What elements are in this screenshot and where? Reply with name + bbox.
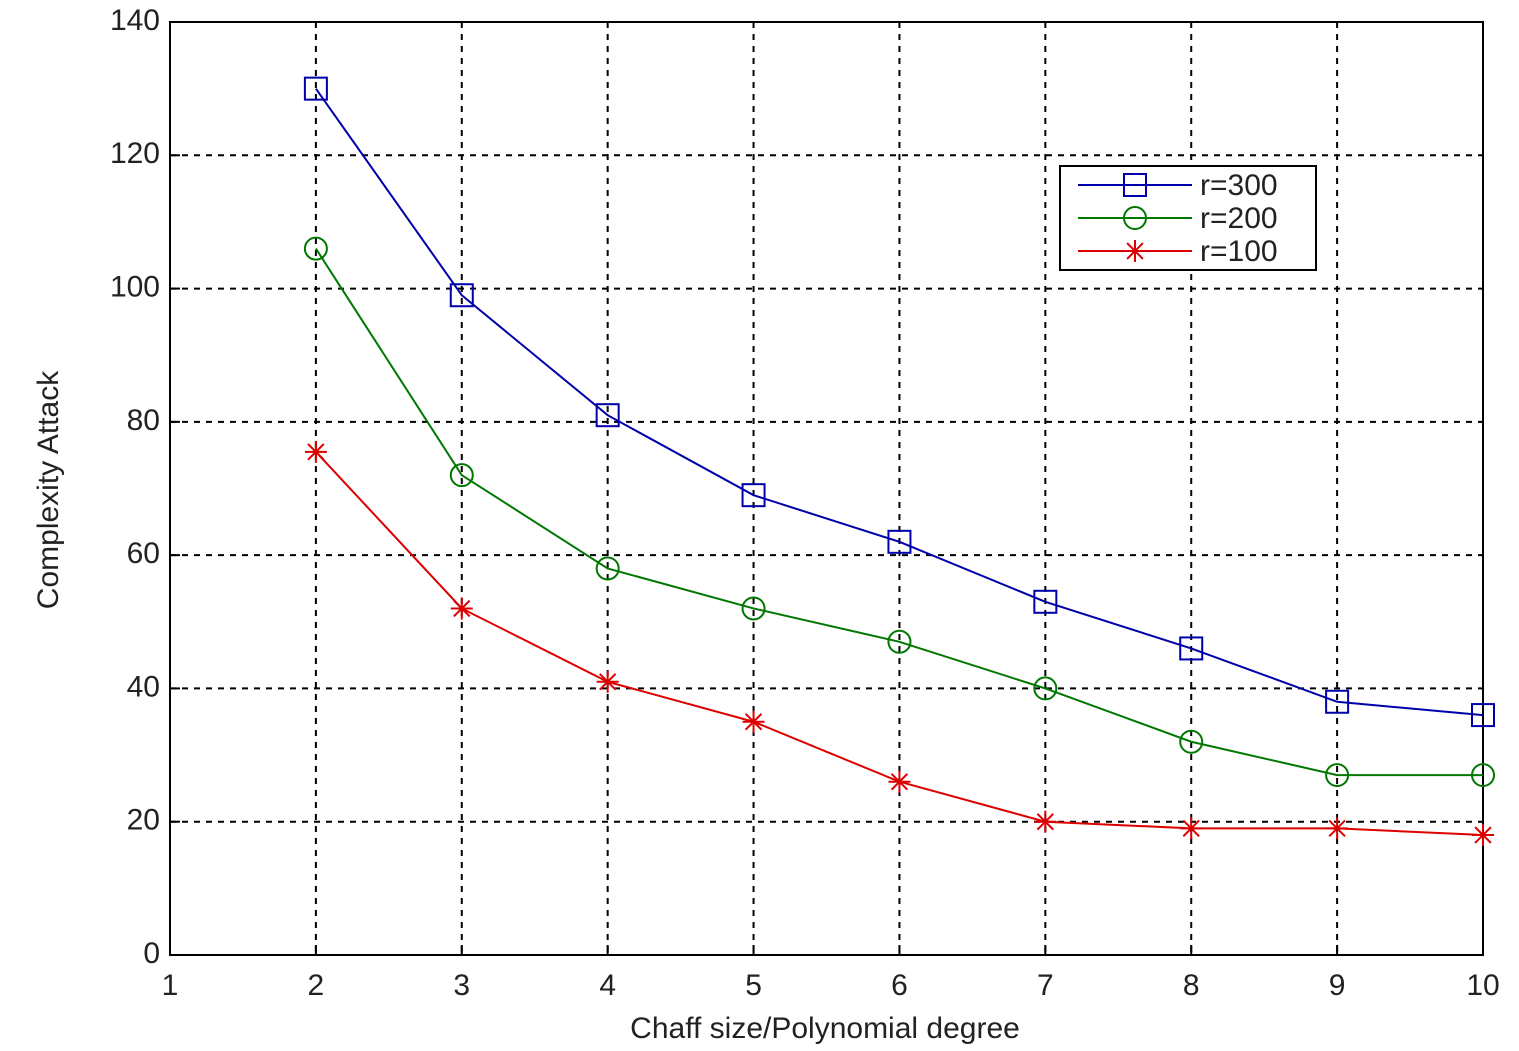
data-point: [1325, 689, 1350, 714]
y-tick-label: 0: [143, 937, 160, 970]
y-tick-label: 40: [127, 670, 160, 703]
data-point: [595, 556, 620, 581]
y-tick-label: 100: [110, 270, 160, 303]
y-tick-label: 60: [127, 537, 160, 570]
legend-label: r=100: [1200, 235, 1278, 268]
data-point: [887, 629, 912, 654]
x-tick-label: 4: [599, 969, 616, 1002]
data-point: [1034, 810, 1057, 833]
series-line: [315, 248, 1483, 777]
data-point: [1033, 589, 1058, 614]
data-point: [449, 463, 474, 488]
data-point: [1179, 729, 1204, 754]
data-point: [1472, 824, 1494, 847]
x-tick-label: 5: [745, 969, 762, 1002]
series-line: [315, 88, 1484, 717]
y-tick-label: 80: [127, 404, 160, 437]
axes-box: [169, 21, 1484, 956]
data-point: [741, 483, 766, 508]
data-point: [1471, 703, 1495, 728]
x-tick-label: 6: [891, 969, 908, 1002]
x-tick-label: 10: [1466, 969, 1499, 1002]
data-point: [741, 596, 766, 621]
data-point: [888, 770, 911, 793]
y-axis-label: Complexity Attack: [32, 370, 65, 609]
x-tick-label: 1: [162, 969, 179, 1002]
y-tick-label: 140: [110, 4, 160, 37]
data-point: [887, 529, 912, 554]
data-point: [303, 236, 328, 261]
data-point: [1033, 676, 1058, 701]
x-axis-label: Chaff size/Polynomial degree: [630, 1012, 1020, 1045]
legend-marker: [1123, 206, 1147, 230]
data-point: [449, 283, 474, 308]
data-point: [450, 597, 473, 620]
legend-marker: [1123, 173, 1147, 197]
data-point: [1471, 763, 1495, 788]
data-point: [303, 76, 328, 101]
x-tick-label: 2: [308, 969, 325, 1002]
data-point: [1326, 817, 1349, 840]
data-point: [742, 710, 765, 733]
x-tick-label: 3: [453, 969, 470, 1002]
data-point: [1325, 763, 1350, 788]
data-point: [1179, 636, 1204, 661]
legend-label: r=200: [1200, 202, 1278, 235]
y-tick-label: 120: [110, 137, 160, 170]
x-tick-label: 8: [1183, 969, 1200, 1002]
data-point: [596, 670, 619, 693]
y-tick-label: 20: [127, 804, 160, 837]
data-point: [1180, 817, 1203, 840]
legend-marker: [1124, 240, 1146, 262]
x-tick-label: 7: [1037, 969, 1054, 1002]
data-point: [595, 403, 620, 428]
x-tick-label: 9: [1329, 969, 1346, 1002]
data-point: [304, 440, 327, 463]
legend-label: r=300: [1200, 169, 1278, 202]
